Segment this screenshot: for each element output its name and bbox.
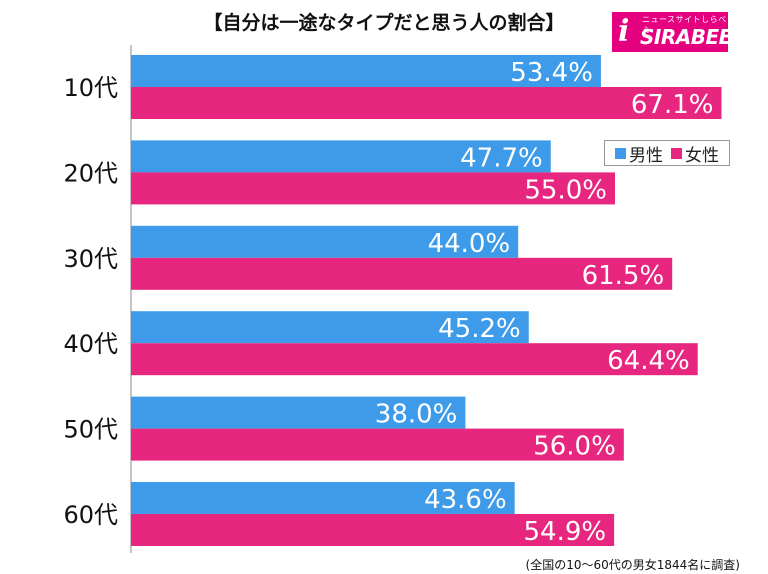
bar-male: [131, 225, 519, 258]
bar-male: [131, 311, 529, 344]
legend-label-female: 女性: [685, 145, 719, 166]
data-label-male: 47.7%: [460, 143, 543, 173]
survey-footnote: (全国の10〜60代の男女1844名に調査): [525, 558, 740, 572]
bar-female: [131, 514, 615, 546]
bar-male: [131, 396, 466, 429]
logo-subtitle: ニュースサイトしらべぇ: [642, 15, 727, 34]
data-label-female: 55.0%: [524, 175, 607, 205]
data-label-male: 53.4%: [510, 58, 593, 88]
chart-legend: 男性 女性: [604, 140, 730, 166]
data-label-male: 45.2%: [438, 314, 521, 344]
category-label: 20代: [63, 159, 118, 187]
legend-label-male: 男性: [629, 145, 663, 166]
data-label-male: 43.6%: [424, 485, 507, 515]
bar-female: [131, 172, 615, 205]
bar-male: [131, 140, 551, 173]
data-label-male: 44.0%: [428, 229, 511, 259]
logo-name: SIRABEE: [640, 25, 732, 49]
bar-female: [131, 428, 624, 461]
legend-swatch-female: [671, 147, 682, 159]
data-label-female: 61.5%: [582, 261, 665, 291]
data-label-female: 67.1%: [631, 90, 714, 120]
data-label-female: 56.0%: [533, 432, 616, 462]
category-label: 50代: [63, 416, 118, 444]
logo-mark: i: [618, 14, 630, 49]
category-label: 30代: [63, 245, 118, 273]
bar-female: [131, 343, 698, 376]
data-label-female: 54.9%: [524, 517, 607, 547]
bar-female: [131, 87, 722, 119]
chart-title: 【自分は一途なタイプだと思う人の割合】: [203, 12, 565, 34]
category-label: 40代: [63, 330, 118, 358]
legend-entry-female: 女性: [671, 141, 719, 166]
data-label-female: 64.4%: [607, 346, 690, 376]
bar-male: [131, 55, 601, 87]
bar-male: [131, 482, 515, 514]
sirabee-logo: i ニュースサイトしらべぇ SIRABEE: [612, 12, 732, 52]
legend-swatch-male: [615, 147, 626, 159]
bar-female: [131, 257, 673, 290]
data-label-male: 38.0%: [375, 400, 458, 430]
legend-entry-male: 男性: [615, 141, 663, 166]
category-label: 10代: [63, 74, 118, 102]
category-label: 60代: [63, 501, 118, 529]
